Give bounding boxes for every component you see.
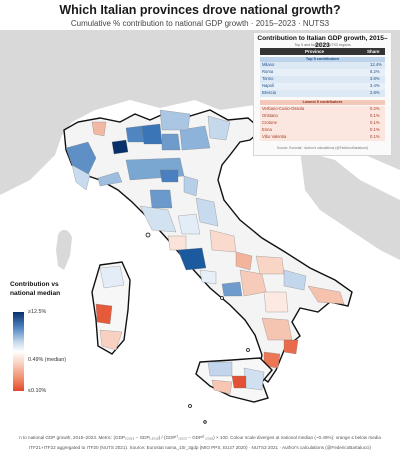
legend-gradient (13, 312, 24, 391)
province-share: 0.1% (370, 113, 380, 118)
page-subtitle: Cumulative % contribution to national GD… (70, 19, 330, 28)
top-group-label: Top 5 contributors (260, 57, 385, 62)
neighbor-land-corsica (56, 229, 72, 270)
island-pantelleria (188, 404, 192, 408)
province-name: Napoli (262, 83, 274, 88)
province-name: Torino (262, 76, 274, 81)
table-row: Oristano 0.1% (260, 113, 385, 120)
panel-subtitle: Top 5 and bottom 5 NUTS3 regions (294, 43, 351, 47)
province-share: 0.1% (370, 134, 380, 139)
province-friuli (207, 115, 231, 141)
province-share: 0.2% (370, 106, 380, 111)
legend-mid-label: 0.49% (median) (28, 357, 67, 363)
province-name: Crotone (262, 120, 277, 125)
col-share: Share (367, 49, 380, 54)
table-row: Roma 8.2% (260, 69, 385, 76)
island-lampedusa (203, 420, 207, 424)
province-roma (177, 247, 207, 271)
province-salento (307, 285, 345, 305)
table-header: Province Share (260, 48, 385, 55)
province-catania (243, 367, 265, 391)
table-row: Napoli 3.4% (260, 83, 385, 90)
table-row: Torino 3.8% (260, 76, 385, 83)
province-palermo (207, 361, 233, 377)
table-row: Milano 12.4% (260, 62, 385, 69)
province-crotone (283, 339, 299, 355)
province-verona (161, 133, 181, 151)
panel-title: Contribution to Italian GDP growth, 2015… (257, 35, 388, 49)
table-row: Vibo Valentia 0.1% (260, 134, 385, 141)
province-firenze (149, 189, 173, 209)
col-province: Province (305, 49, 325, 54)
province-share: 2.8% (370, 90, 380, 95)
legend-max-label: ≥12.5% (28, 309, 47, 315)
table-row: Brescia 2.8% (260, 90, 385, 97)
neighbor-land-balkans (300, 150, 400, 260)
province-vco (91, 121, 107, 137)
table-row: Enna 0.1% (260, 127, 385, 134)
province-share: 3.4% (370, 83, 380, 88)
province-cuneo (71, 164, 91, 191)
province-name: Milano (262, 62, 275, 67)
top-bottom-table-panel: Contribution to Italian GDP growth, 2015… (253, 32, 392, 156)
footer-note-1: n to national GDP growth, 2015–2023. Met… (19, 435, 381, 440)
legend-title: Contribution vs national median (10, 281, 61, 297)
province-share: 0.1% (370, 127, 380, 132)
panel-source: Source: Eurostat · Author's calculations… (276, 146, 369, 150)
province-bologna (159, 169, 179, 183)
province-latina (199, 269, 217, 285)
province-marche (195, 197, 219, 227)
color-legend: Contribution vs national median ≥12.5% 0… (10, 281, 85, 403)
province-perugia (177, 213, 201, 235)
province-bergamo (125, 125, 145, 143)
province-foggia (255, 255, 285, 275)
island-lipari (246, 348, 250, 352)
province-name: Enna (262, 127, 272, 132)
province-oristano (95, 303, 113, 325)
province-toscana (139, 205, 177, 233)
province-brescia (141, 123, 163, 145)
low-group-label: Lowest 5 contributors (260, 100, 385, 105)
province-molise (235, 251, 253, 271)
province-romagna (183, 175, 199, 197)
province-enna (231, 375, 247, 389)
province-name: Verbano-Cusio-Ossola (262, 106, 305, 111)
province-trentino (159, 109, 191, 131)
province-basilicata (263, 291, 289, 313)
island-elba (145, 232, 151, 238)
province-sassari (99, 265, 125, 289)
province-share: 3.8% (370, 76, 380, 81)
province-name: Roma (262, 69, 274, 74)
legend-min-label: ≤0.10% (28, 388, 47, 394)
island-capri (220, 296, 224, 300)
table-row: Verbano-Cusio-Ossola 0.2% (260, 106, 385, 113)
province-viterbo (167, 235, 187, 251)
province-genova (97, 171, 123, 187)
footer-note-2: ITF21+ITF22 aggregated to ITF20 (NUTS 20… (29, 445, 371, 450)
province-cagliari (99, 329, 123, 351)
province-agrigento (211, 379, 233, 395)
province-napoli (221, 281, 243, 297)
province-name: Vibo Valentia (262, 134, 287, 139)
province-share: 12.4% (370, 62, 382, 67)
table-row: Crotone 0.1% (260, 120, 385, 127)
province-torino (65, 141, 97, 176)
province-name: Oristano (262, 113, 278, 118)
province-share: 0.1% (370, 120, 380, 125)
province-bari (283, 269, 307, 291)
page-title: Which Italian provinces drove national g… (59, 3, 341, 17)
province-share: 8.2% (370, 69, 380, 74)
province-veneto (179, 125, 211, 151)
province-milano (111, 139, 129, 155)
province-name: Brescia (262, 90, 276, 95)
